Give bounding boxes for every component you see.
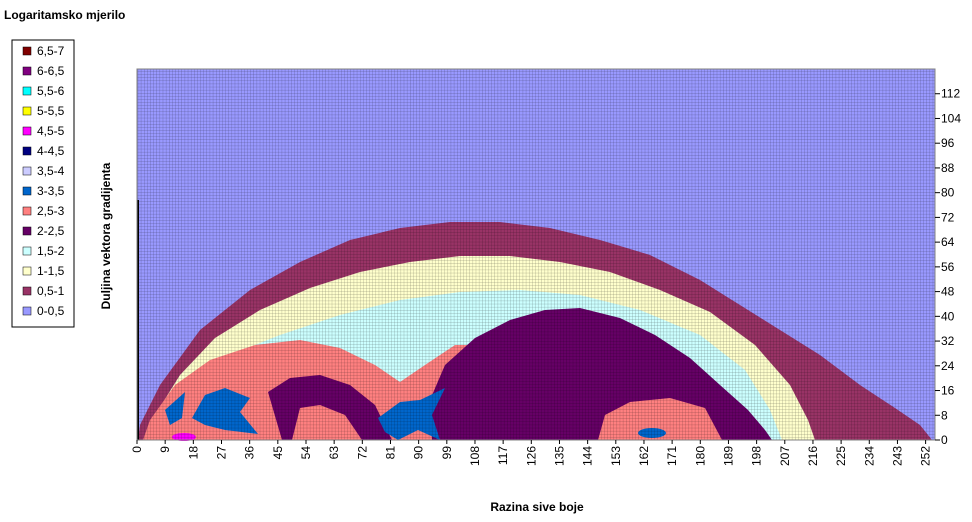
y-tick-label: 96 (941, 136, 955, 150)
x-tick-label: 234 (862, 446, 876, 466)
legend-label: 6,5-7 (37, 44, 65, 58)
x-axis-label: Razina sive boje (490, 500, 584, 514)
x-tick-label: 171 (665, 446, 679, 466)
x-tick-label: 207 (778, 446, 792, 466)
x-tick-label: 108 (468, 446, 482, 466)
legend-label: 5,5-6 (37, 84, 65, 98)
x-tick-label: 9 (158, 446, 172, 453)
plot-border (136, 68, 936, 441)
y-axis-label: Duljina vektora gradijenta (99, 162, 113, 309)
x-tick-label: 153 (609, 446, 623, 466)
x-tick-label: 162 (637, 446, 651, 466)
legend-label: 0,5-1 (37, 284, 65, 298)
x-tick-label: 135 (552, 446, 566, 466)
y-tick-label: 72 (941, 210, 955, 224)
legend-label: 3,5-4 (37, 164, 65, 178)
x-tick-label: 225 (834, 446, 848, 466)
legend-label: 4,5-5 (37, 124, 65, 138)
legend-swatch (22, 186, 32, 196)
x-tick-label: 36 (243, 446, 257, 460)
x-tick-label: 99 (440, 446, 454, 460)
x-tick-label: 252 (919, 446, 933, 466)
y-tick-label: 80 (941, 186, 955, 200)
y-tick-label: 40 (941, 309, 955, 323)
y-tick-label: 48 (941, 285, 955, 299)
legend-swatch (22, 166, 32, 176)
x-tick-label: 216 (806, 446, 820, 466)
y-tick-label: 16 (941, 384, 955, 398)
y-tick-label: 32 (941, 334, 955, 348)
grid (137, 69, 935, 440)
legend-label: 6-6,5 (37, 64, 65, 78)
legend-swatch (22, 206, 32, 216)
legend-label: 5-5,5 (37, 104, 65, 118)
y-tick-label: 0 (941, 433, 948, 447)
x-tick-label: 243 (890, 446, 904, 466)
x-tick-label: 90 (412, 446, 426, 460)
legend-label: 2,5-3 (37, 204, 65, 218)
legend-swatch (22, 66, 32, 76)
legend-swatch (22, 246, 32, 256)
legend-label: 1,5-2 (37, 244, 65, 258)
x-tick-label: 180 (693, 446, 707, 466)
legend-label: 1-1,5 (37, 264, 65, 278)
x-tick-label: 72 (355, 446, 369, 460)
y-tick-label: 112 (941, 87, 960, 101)
legend-swatch (22, 286, 32, 296)
chart-title: Logaritamsko mjerilo (4, 8, 125, 22)
y-tick-label: 104 (941, 111, 961, 125)
legend-swatch (22, 46, 32, 56)
x-tick-label: 189 (721, 446, 735, 466)
y-tick-label: 56 (941, 260, 955, 274)
x-tick-label: 27 (214, 446, 228, 460)
x-tick-label: 126 (524, 446, 538, 466)
x-tick-label: 144 (581, 446, 595, 466)
legend-swatch (22, 146, 32, 156)
x-tick-label: 198 (750, 446, 764, 466)
y-tick-label: 64 (941, 235, 955, 249)
legend-swatch (22, 306, 32, 316)
x-tick-label: 45 (271, 446, 285, 460)
legend-label: 2-2,5 (37, 224, 65, 238)
x-tick-label: 0 (130, 446, 144, 453)
legend-box (11, 39, 75, 328)
x-tick-label: 117 (496, 446, 510, 465)
legend-label: 0-0,5 (37, 304, 65, 318)
legend-swatch (22, 86, 32, 96)
plot-area (136, 68, 936, 441)
y-tick-label: 88 (941, 161, 955, 175)
y-tick-label: 8 (941, 408, 948, 422)
x-tick-label: 18 (186, 446, 200, 460)
legend-swatch (22, 226, 32, 236)
x-tick-label: 63 (327, 446, 341, 460)
legend-label: 3-3,5 (37, 184, 65, 198)
legend-swatch (22, 126, 32, 136)
x-tick-label: 54 (299, 446, 313, 460)
x-tick-label: 81 (383, 446, 397, 460)
legend-swatch (22, 106, 32, 116)
y-tick-label: 24 (941, 359, 955, 373)
legend-swatch (22, 266, 32, 276)
legend-label: 4-4,5 (37, 144, 65, 158)
